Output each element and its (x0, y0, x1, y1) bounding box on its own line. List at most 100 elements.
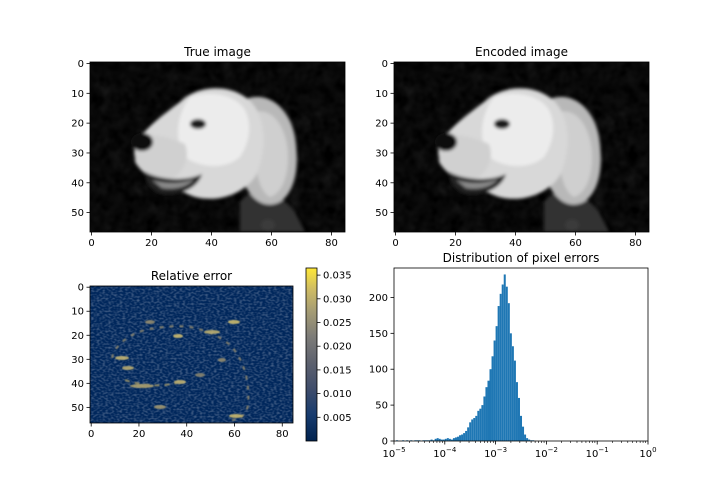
x-tick-label: 100 (639, 446, 656, 460)
colorbar-tick-label: 0.030 (323, 294, 352, 305)
y-tick-label: 10 (71, 89, 84, 100)
histogram-bar (436, 438, 439, 441)
histogram-bar (475, 415, 478, 441)
histogram-bar (483, 396, 486, 441)
y-tick-label: 30 (71, 355, 84, 366)
histogram-bar (440, 439, 443, 441)
histogram-bar (459, 435, 462, 441)
histogram-bar (487, 380, 490, 441)
y-tick-label: 0 (382, 59, 388, 70)
histogram-bar (467, 427, 470, 441)
histogram-bar (481, 405, 484, 441)
y-tick-label: 30 (375, 148, 388, 159)
y-tick-label: 10 (375, 89, 388, 100)
histogram-bar (450, 439, 453, 441)
colorbar-tick-label: 0.010 (323, 389, 352, 400)
histogram-bar (495, 326, 498, 441)
x-tick-label: 10−5 (382, 446, 405, 460)
y-tick-label: 50 (375, 208, 388, 219)
histogram-bar (434, 438, 437, 441)
histogram-bar (526, 438, 529, 441)
x-tick-label: 60 (228, 429, 241, 440)
y-tick-label: 10 (71, 307, 84, 318)
colorbar: 0.005 0.010 0.015 0.020 0.025 0.030 0.035 (305, 267, 352, 442)
histogram-bar (473, 418, 476, 441)
histogram-bar (485, 387, 488, 441)
x-tick-label: 40 (509, 238, 522, 249)
x-tick-label: 10−4 (433, 446, 457, 460)
histogram-bar (501, 284, 504, 441)
relative-error-panel: Relative error 0 20 (71, 267, 352, 442)
true-image-title: True image (183, 45, 251, 59)
colorbar-tick-label: 0.015 (323, 365, 352, 376)
histogram-bar (528, 439, 531, 441)
x-tick-label: 0 (88, 238, 94, 249)
histogram-bar (448, 438, 451, 441)
x-tick-label: 20 (145, 238, 158, 249)
y-tick-label: 40 (375, 178, 388, 189)
encoded-image-frame (393, 61, 650, 233)
x-tick-label: 80 (276, 429, 289, 440)
histogram-bar (503, 274, 506, 441)
histogram-bar (461, 434, 464, 441)
histogram-bar (479, 408, 482, 441)
y-tick-label: 20 (71, 331, 84, 342)
histogram-bar (463, 433, 466, 441)
y-tick-label: 50 (71, 208, 84, 219)
histogram-title: Distribution of pixel errors (443, 251, 600, 265)
colorbar-frame (305, 267, 318, 442)
relative-error-title: Relative error (151, 269, 232, 283)
y-tick-label: 50 (375, 401, 388, 412)
x-tick-label: 10−2 (535, 446, 558, 460)
true-image-frame (89, 61, 346, 233)
relative-error-frame (89, 285, 294, 424)
histogram-bar (497, 306, 500, 441)
histogram-bars (396, 274, 535, 441)
y-tick-label: 20 (375, 119, 388, 130)
y-tick-label: 0 (78, 283, 84, 294)
histogram-bar (477, 410, 480, 441)
histogram-bar (505, 286, 508, 441)
relative-error-axes: 0 20 40 60 80 0 10 20 30 40 50 (71, 283, 288, 440)
true-image-panel: True image 0 20 40 60 80 0 10 20 30 40 50 (71, 45, 346, 249)
y-tick-label: 0 (78, 59, 84, 70)
colorbar-tick-label: 0.005 (323, 413, 352, 424)
x-tick-label: 20 (133, 429, 146, 440)
y-tick-label: 40 (71, 178, 84, 189)
y-tick-label: 100 (369, 365, 388, 376)
colorbar-tick-label: 0.020 (323, 342, 352, 353)
true-image-pixels (90, 62, 345, 232)
true-image-axes: 0 20 40 60 80 0 10 20 30 40 50 (71, 59, 338, 249)
x-tick-label: 0 (392, 238, 398, 249)
histogram-bar (491, 356, 494, 441)
x-tick-label: 10−3 (484, 446, 507, 460)
histogram-bar (469, 422, 472, 441)
histogram-bar (499, 293, 502, 441)
histogram-axes: 0 50 100 150 200 10−5 10−4 10−3 10−2 10−1 100 (369, 293, 657, 460)
encoded-image-axes: 0 20 40 60 80 0 10 20 30 40 50 (375, 59, 642, 249)
histogram-bar (456, 436, 460, 441)
x-tick-label: 60 (569, 238, 582, 249)
y-tick-label: 50 (71, 403, 84, 414)
colorbar-tick-label: 0.025 (323, 318, 352, 329)
histogram-bar (489, 369, 492, 441)
histogram-bar (430, 439, 433, 441)
y-tick-label: 30 (71, 148, 84, 159)
encoded-image-pixels (394, 62, 649, 232)
histogram-bar (465, 430, 468, 441)
colorbar-gradient (306, 268, 317, 441)
x-tick-label: 80 (629, 238, 642, 249)
histogram-bar (444, 438, 447, 441)
x-tick-label: 40 (205, 238, 218, 249)
x-tick-label: 40 (180, 429, 193, 440)
x-tick-label: 20 (449, 238, 462, 249)
encoded-image-panel: Encoded image 0 20 40 60 80 0 10 20 30 40 50 (375, 45, 650, 249)
histogram-bar (511, 346, 514, 441)
encoded-image-title: Encoded image (475, 45, 568, 59)
histogram-bar (471, 419, 474, 441)
histogram-bar (515, 382, 518, 441)
x-tick-label: 60 (265, 238, 278, 249)
histogram-bar (517, 397, 520, 441)
x-tick-label: 10−1 (586, 446, 609, 460)
